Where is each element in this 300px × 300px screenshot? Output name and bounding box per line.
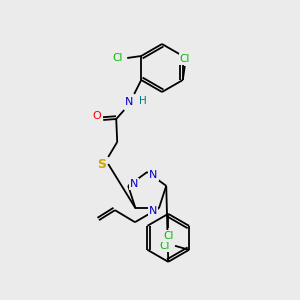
Text: Cl: Cl (163, 231, 173, 241)
Text: N: N (130, 179, 138, 189)
Text: Cl: Cl (180, 54, 190, 64)
Text: O: O (93, 111, 102, 121)
Text: N: N (125, 97, 134, 107)
Text: Cl: Cl (160, 241, 170, 251)
Text: N: N (149, 170, 158, 180)
Text: N: N (149, 206, 157, 216)
Text: H: H (139, 96, 147, 106)
Text: Cl: Cl (112, 53, 122, 63)
Text: S: S (97, 158, 106, 170)
